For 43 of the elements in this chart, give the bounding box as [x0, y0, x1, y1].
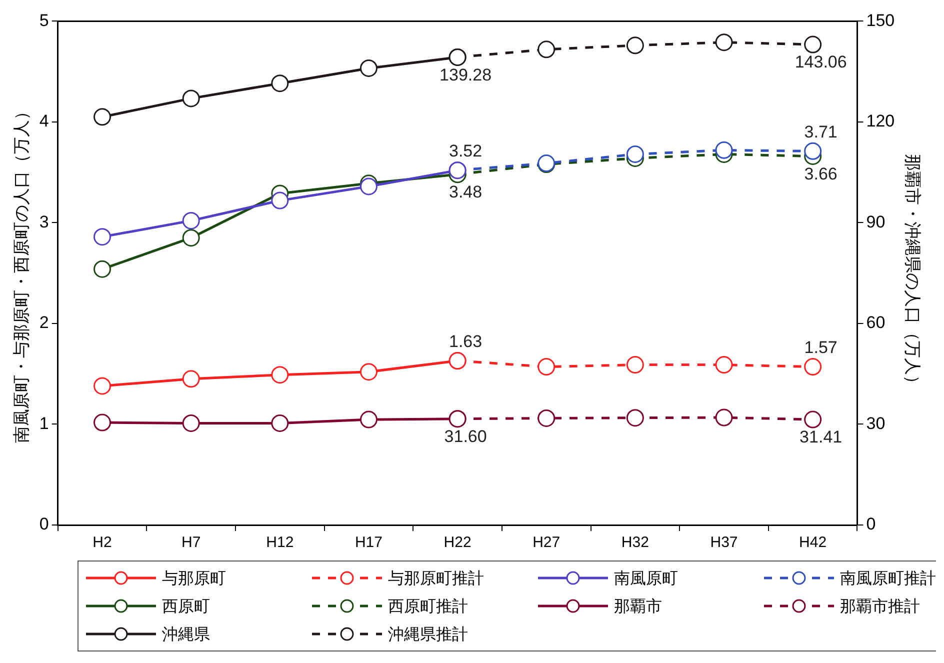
x-tick-label: H37	[710, 534, 738, 552]
y2-axis-title: 那覇市・沖縄県の人口（万人）	[903, 154, 922, 392]
y2-tick-label: 60	[866, 313, 886, 332]
legend-label: 与那原町	[162, 569, 226, 588]
y2-tick-label: 90	[866, 212, 886, 232]
data-label: 1.57	[804, 338, 838, 357]
data-label: 3.52	[449, 142, 482, 161]
y-axis-title: 南風原町・与那原町・西原町の人口（万人）	[12, 103, 31, 444]
legend-label: 那覇市	[614, 597, 662, 616]
y-tick-label: 5	[39, 10, 49, 30]
data-label: 3.66	[804, 164, 838, 184]
x-tick-label: H2	[92, 534, 112, 552]
legend-label: 南風原町	[614, 569, 678, 588]
y2-tick-label: 150	[866, 10, 895, 30]
y-tick-label: 4	[39, 112, 49, 131]
x-tick-label: H22	[444, 534, 472, 552]
y2-tick-label: 0	[866, 514, 876, 534]
x-tick-label: H12	[266, 534, 294, 552]
data-label: 139.28	[440, 65, 492, 84]
y2-tick-label: 30	[866, 414, 886, 433]
y-tick-label: 3	[39, 212, 49, 232]
legend-label: 那覇市推計	[840, 597, 920, 616]
data-label: 143.06	[794, 52, 847, 72]
legend-label: 西原町	[162, 598, 210, 616]
legend-label: 南風原町推計	[840, 569, 936, 588]
y-tick-label: 0	[39, 514, 49, 534]
x-tick-label: H7	[181, 534, 201, 552]
x-tick-label: H32	[621, 534, 649, 552]
y-tick-label: 2	[39, 313, 49, 332]
legend-label: 与那原町推計	[388, 569, 484, 588]
data-label: 3.71	[804, 122, 838, 142]
legend-label: 沖縄県推計	[388, 625, 468, 644]
x-tick-label: H42	[799, 534, 827, 552]
data-label: 31.60	[444, 427, 487, 446]
x-tick-label: H17	[354, 534, 382, 552]
y2-tick-label: 120	[866, 112, 895, 131]
legend-label: 沖縄県	[162, 625, 210, 644]
legend-label: 西原町推計	[388, 597, 468, 616]
data-label: 3.48	[449, 182, 482, 202]
data-label: 1.63	[449, 332, 482, 351]
x-tick-label: H27	[532, 534, 560, 552]
data-label: 31.41	[800, 428, 842, 447]
y-tick-label: 1	[39, 414, 49, 433]
